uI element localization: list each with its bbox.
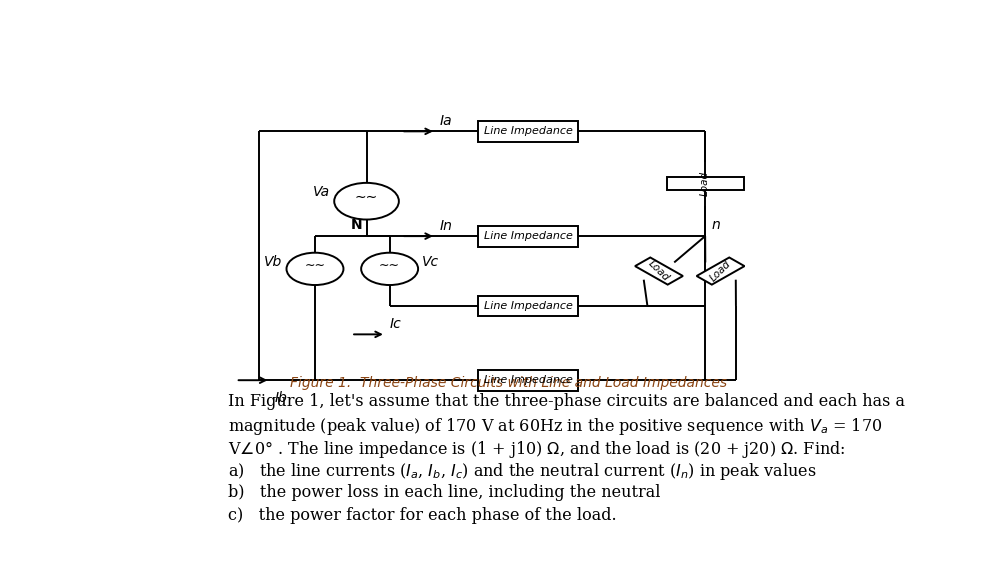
Text: b)   the power loss in each line, including the neutral: b) the power loss in each line, includin… [228, 484, 660, 501]
Text: Load: Load [700, 171, 710, 196]
Text: Ic: Ic [389, 317, 401, 331]
Text: Va: Va [313, 185, 331, 200]
Text: ∼∼: ∼∼ [379, 259, 400, 272]
Text: Line Impedance: Line Impedance [484, 231, 573, 241]
Polygon shape [697, 257, 745, 285]
Text: Ib: Ib [274, 391, 287, 405]
Polygon shape [636, 257, 683, 285]
Text: c)   the power factor for each phase of the load.: c) the power factor for each phase of th… [228, 507, 617, 524]
Text: Load: Load [646, 259, 671, 284]
Text: Load: Load [708, 259, 733, 284]
Text: Line Impedance: Line Impedance [484, 375, 573, 385]
Text: Vc: Vc [422, 255, 439, 269]
FancyBboxPatch shape [479, 295, 578, 316]
Text: Vb: Vb [264, 255, 283, 269]
Text: In: In [440, 219, 453, 232]
Text: ∼∼: ∼∼ [355, 190, 378, 204]
Polygon shape [666, 177, 744, 191]
Text: n: n [711, 218, 720, 232]
Text: ∼∼: ∼∼ [305, 259, 326, 272]
Text: a)   the line currents ($I_a$, $I_b$, $I_c$) and the neutral current ($I_n$) in : a) the line currents ($I_a$, $I_b$, $I_c… [228, 462, 816, 483]
Text: In Figure 1, let's assume that the three-phase circuits are balanced and each ha: In Figure 1, let's assume that the three… [228, 393, 905, 411]
Text: Line Impedance: Line Impedance [484, 126, 573, 136]
Text: Line Impedance: Line Impedance [484, 301, 573, 311]
Text: magnitude (peak value) of 170 V at 60Hz in the positive sequence with $V_a$ = 17: magnitude (peak value) of 170 V at 60Hz … [228, 416, 883, 437]
FancyBboxPatch shape [479, 121, 578, 142]
Text: V$\angle$0$\degree$ . The line impedance is (1 + j10) $\Omega$, and the load is : V$\angle$0$\degree$ . The line impedance… [228, 439, 845, 460]
FancyBboxPatch shape [479, 370, 578, 391]
FancyBboxPatch shape [479, 226, 578, 247]
Text: N: N [352, 218, 362, 232]
Text: Figure 1.  Three-Phase Circuits with Line and Load Impedances: Figure 1. Three-Phase Circuits with Line… [290, 376, 728, 390]
Text: Ia: Ia [440, 114, 452, 128]
